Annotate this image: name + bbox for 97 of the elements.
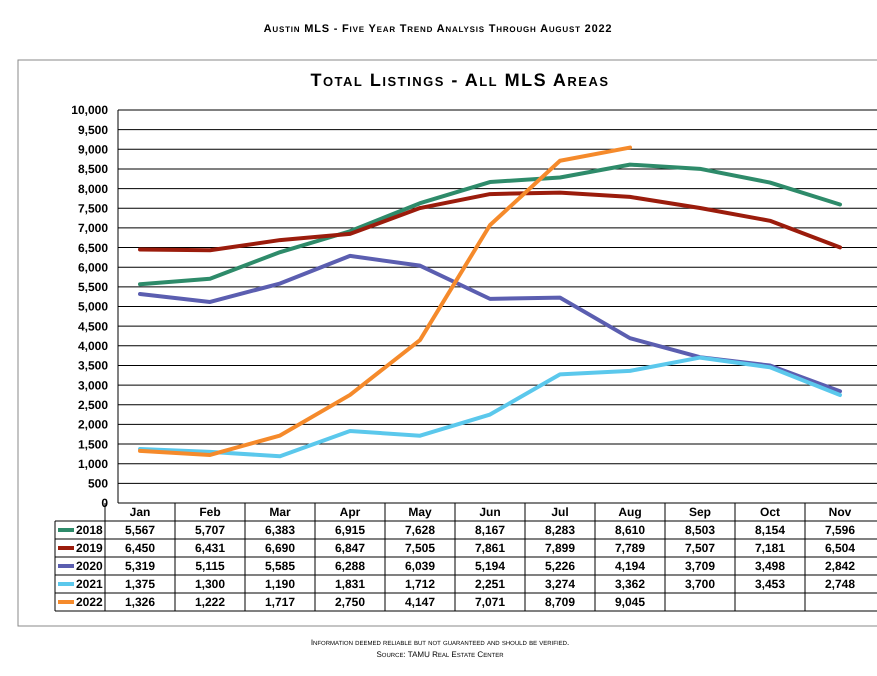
line-series <box>138 162 842 286</box>
data-label: 5,585 <box>264 559 296 574</box>
data-label: 1,831 <box>334 577 366 592</box>
data-label: 5,115 <box>195 559 226 574</box>
data-label: 1,300 <box>194 577 226 592</box>
text: Information deemed reliable but not guaranteed and should be verified. <box>310 638 570 647</box>
x-tick-label: Jan <box>130 505 150 520</box>
data-label: 5,567 <box>124 523 156 538</box>
data-label: 1,375 <box>124 577 156 592</box>
legend-label: 2021 <box>76 577 104 592</box>
data-label: 3,700 <box>684 577 716 592</box>
data-label: 7,181 <box>754 541 786 556</box>
y-tick-label: 8,500 <box>78 162 108 176</box>
x-tick-label: Jun <box>479 505 501 520</box>
data-label: 6,383 <box>264 523 296 538</box>
y-tick-label: 2,500 <box>78 398 108 412</box>
data-label: 4,194 <box>614 559 646 574</box>
x-tick-label: Jul <box>551 505 569 520</box>
data-label: 8,709 <box>544 595 576 610</box>
x-tick-label: Oct <box>760 505 780 520</box>
source-note: Source: TAMU Real Estate Center <box>376 650 504 659</box>
legend-label: 2020 <box>76 559 104 574</box>
data-label: 7,628 <box>404 523 436 538</box>
data-label: 6,915 <box>334 523 366 538</box>
data-label: 6,847 <box>334 541 366 556</box>
data-label: 1,712 <box>404 577 436 592</box>
y-tick-label: 9,000 <box>78 142 108 156</box>
data-label: 3,362 <box>614 577 646 592</box>
data-label: 4,147 <box>404 595 436 610</box>
data-label: 1,222 <box>194 595 226 610</box>
data-label: 1,190 <box>264 577 296 592</box>
legend-label: 2022 <box>76 595 104 610</box>
data-label: 2,750 <box>334 595 366 610</box>
data-label: 8,167 <box>474 523 506 538</box>
y-tick-label: 2,000 <box>78 418 108 432</box>
data-label: 6,504 <box>824 541 856 556</box>
data-label: 6,690 <box>264 541 296 556</box>
y-tick-label: 8,000 <box>78 182 108 196</box>
x-tick-label: Sep <box>688 505 712 520</box>
data-label: 6,450 <box>124 541 156 556</box>
data-label: 1,326 <box>124 595 156 610</box>
data-label: 2,842 <box>824 559 856 574</box>
data-label: 6,288 <box>334 559 366 574</box>
data-label: 2,251 <box>474 577 506 592</box>
y-tick-label: 7,500 <box>78 201 108 216</box>
line-series <box>138 146 632 457</box>
data-label: 7,899 <box>544 541 576 556</box>
y-tick-label: 5,000 <box>78 300 108 314</box>
data-label: 3,709 <box>684 559 716 574</box>
y-tick-label: 10,000 <box>71 103 108 118</box>
data-label: 8,154 <box>754 523 786 538</box>
data-label: 7,789 <box>614 541 646 556</box>
data-label: 8,610 <box>614 523 646 538</box>
data-label: 5,707 <box>194 523 226 538</box>
data-label: 5,226 <box>544 559 576 574</box>
line-series <box>138 190 842 252</box>
y-tick-label: 1,000 <box>78 456 108 471</box>
data-label: 9,045 <box>614 595 646 610</box>
x-tick-label: Apr <box>340 505 361 520</box>
y-tick-label: 9,500 <box>78 122 108 137</box>
y-tick-label: 4,500 <box>78 319 108 334</box>
chart-subtitle: Austin MLS - Five Year Trend Analysis Through August 2022 <box>264 23 612 35</box>
data-label: 8,503 <box>684 523 716 538</box>
y-tick-label: 6,000 <box>78 260 108 274</box>
y-tick-label: 6,500 <box>78 240 108 255</box>
y-tick-label: 5,500 <box>78 280 108 294</box>
y-tick-label: 4,000 <box>78 339 108 353</box>
chart-title: Total Listings - All MLS Areas <box>310 70 610 90</box>
data-label: 6,431 <box>194 541 226 556</box>
x-tick-label: Nov <box>828 505 852 520</box>
data-label: 3,498 <box>754 559 786 574</box>
y-tick-label: 3,500 <box>78 358 108 373</box>
data-label: 8,283 <box>544 523 576 538</box>
line-series <box>138 356 842 458</box>
data-label: 7,596 <box>824 523 856 538</box>
legend-label: 2018 <box>76 523 104 538</box>
data-label: 7,071 <box>474 595 506 610</box>
data-label: 5,194 <box>474 559 506 574</box>
legend-label: 2019 <box>76 541 104 556</box>
data-label: 7,861 <box>474 541 506 556</box>
x-tick-label: Mar <box>269 505 291 520</box>
y-tick-label: 500 <box>88 476 108 491</box>
x-tick-label: May <box>408 505 432 520</box>
x-tick-label: Feb <box>199 505 221 520</box>
y-tick-label: 1,500 <box>78 437 108 452</box>
data-label: 5,319 <box>124 559 156 574</box>
data-label: 7,505 <box>404 541 436 556</box>
data-label: 1,717 <box>264 595 296 610</box>
data-label: 7,507 <box>684 541 716 556</box>
y-tick-label: 3,000 <box>78 378 108 392</box>
y-tick-label: 0 <box>101 496 108 510</box>
data-label: 2,748 <box>824 577 856 592</box>
y-tick-label: 7,000 <box>78 221 108 236</box>
x-tick-label: Aug <box>618 505 642 520</box>
data-label: 3,274 <box>544 577 576 592</box>
data-label: 6,039 <box>404 559 436 574</box>
data-label: 3,453 <box>754 577 786 592</box>
